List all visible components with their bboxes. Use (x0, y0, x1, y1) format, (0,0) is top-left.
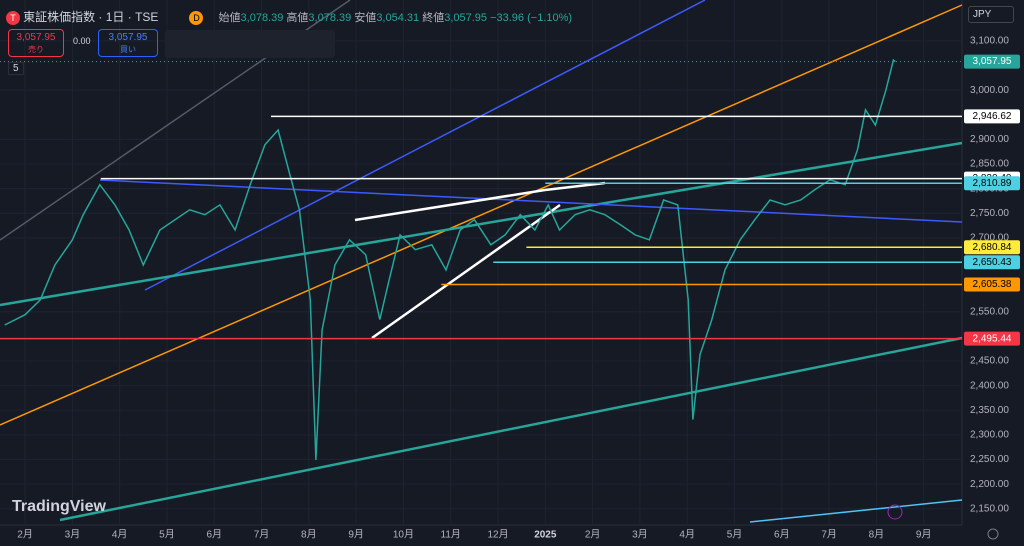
price-tag-label: 2,650.43 (973, 257, 1012, 268)
ohlc-value: 3,078.39 (240, 12, 284, 24)
currency[interactable]: JPY (968, 6, 1015, 23)
x-tick-label: 3月 (65, 529, 81, 541)
trend-line (0, 4, 963, 426)
ohlc-label: 高値 (286, 12, 309, 24)
price-tag-label: 2,605.38 (973, 279, 1012, 290)
x-tick-label: 2月 (17, 529, 33, 541)
price-tag-label: 2,495.44 (973, 333, 1012, 344)
y-tick-label: 2,250.00 (970, 454, 1009, 465)
price-tag (964, 240, 1020, 255)
y-tick-label: 2,550.00 (970, 306, 1009, 317)
y-tick-label: 2,350.00 (970, 405, 1009, 416)
ohlc-label: 安値 (354, 12, 377, 24)
price-tag-label: 3,057.95 (973, 56, 1012, 67)
symbol-icon: T (6, 11, 20, 25)
trend-line (99, 179, 963, 223)
x-tick-label: 6月 (206, 529, 222, 541)
event-icon[interactable] (887, 504, 903, 520)
ohlc-label: 終値 (422, 12, 445, 24)
x-tick-label: 4月 (679, 529, 695, 541)
change: −33.96 (−1.10%) (490, 12, 573, 24)
price-tag-label: 2,810.89 (973, 178, 1012, 189)
x-tick-label: 5月 (727, 529, 743, 541)
ohlc-label: 始値 (218, 12, 241, 24)
y-tick-label: 2,200.00 (970, 479, 1009, 490)
x-tick-label: 7月 (254, 529, 270, 541)
price-tag (964, 109, 1020, 124)
sell-button[interactable]: 3,057.95 売り (8, 29, 64, 57)
price-tag-label: 2,680.84 (973, 242, 1012, 253)
x-tick-label: 8月 (869, 529, 885, 541)
y-tick-label: 2,700.00 (970, 233, 1009, 244)
x-tick-label: 4月 (112, 529, 128, 541)
trend-line (59, 336, 963, 522)
x-tick-label: 10月 (393, 529, 414, 541)
price-tag (964, 54, 1020, 69)
y-tick-label: 2,450.00 (970, 356, 1009, 367)
wedge-line (354, 188, 546, 222)
price-tag (964, 176, 1020, 191)
drawing-toolbar[interactable] (165, 30, 335, 58)
wedge-line (544, 181, 606, 192)
delay-icon: D (189, 11, 204, 25)
price-tag (964, 277, 1020, 292)
x-tick-label: 12月 (487, 529, 508, 541)
sell-price: 3,057.95 (16, 32, 56, 43)
y-tick-label: 2,900.00 (970, 134, 1009, 145)
price-tag-label: 2,946.62 (973, 111, 1012, 122)
settings-icon[interactable] (987, 528, 999, 540)
trend-line (749, 499, 963, 523)
y-tick-label: 2,750.00 (970, 208, 1009, 219)
x-tick-label: 5月 (159, 529, 175, 541)
price-line (4, 58, 896, 461)
symbol-title[interactable]: 東証株価指数 · 1日 · TSE (23, 10, 159, 24)
x-tick-label: 6月 (774, 529, 790, 541)
trend-line (0, 141, 963, 307)
buy-label: 買い (120, 45, 136, 54)
x-tick-label: 11月 (441, 529, 461, 541)
y-tick-label: 2,150.00 (970, 503, 1009, 514)
indicator-count[interactable]: 5 (8, 62, 24, 75)
spread: 0.00 (73, 36, 91, 46)
x-tick-label: 7月 (821, 529, 837, 541)
y-tick-label: 2,850.00 (970, 159, 1009, 170)
y-tick-label: 2,300.00 (970, 430, 1009, 441)
y-tick-label: 3,100.00 (970, 36, 1009, 47)
sell-label: 売り (28, 45, 44, 54)
x-tick-label: 2025 (534, 530, 557, 541)
ohlc-value: 3,057.95 (444, 12, 488, 24)
x-tick-label: 8月 (301, 529, 317, 541)
trend-line (144, 0, 706, 291)
y-tick-label: 2,400.00 (970, 380, 1009, 391)
y-tick-label: 3,000.00 (970, 85, 1009, 96)
wedge-line (371, 203, 561, 340)
x-tick-label: 3月 (632, 529, 648, 541)
x-tick-label: 9月 (916, 529, 932, 541)
price-tag (964, 331, 1020, 346)
buy-button[interactable]: 3,057.95 買い (98, 29, 158, 57)
brand: TradingView (12, 498, 106, 515)
price-tag (964, 255, 1020, 270)
x-tick-label: 2月 (585, 529, 601, 541)
buy-price: 3,057.95 (108, 32, 148, 43)
ohlc-value: 3,054.31 (376, 12, 420, 24)
x-tick-label: 9月 (348, 529, 364, 541)
ohlc-value: 3,078.39 (308, 12, 352, 24)
header: T 東証株価指数 · 1日 · TSE D 始値3,078.39 高値3,078… (6, 8, 572, 25)
